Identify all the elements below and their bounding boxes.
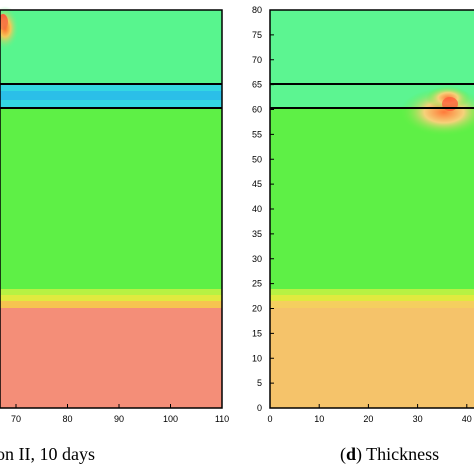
right-y-tick-label: 5 — [257, 378, 262, 388]
left-x-tick-label: 100 — [163, 414, 178, 424]
left-x-axis: 70 80 90 100 110 — [11, 404, 229, 424]
right-y-tick-label: 80 — [252, 5, 262, 15]
right-x-tick-label: 20 — [363, 414, 373, 424]
right-layer-lower — [270, 308, 474, 408]
right-layer-upper — [270, 10, 474, 84]
right-caption-text: ) Thickness — [356, 444, 439, 465]
left-x-tick-label: 80 — [62, 414, 72, 424]
left-transition-3 — [0, 301, 222, 308]
right-x-tick-label: 40 — [462, 414, 472, 424]
right-y-tick-label: 30 — [252, 254, 262, 264]
right-x-tick-label: 10 — [314, 414, 324, 424]
right-y-tick-label: 50 — [252, 154, 262, 164]
right-layer-middle — [270, 108, 474, 289]
right-x-tick-label: 30 — [413, 414, 423, 424]
right-y-tick-label: 75 — [252, 30, 262, 40]
right-y-tick-label: 10 — [252, 353, 262, 363]
right-transition-1 — [270, 289, 474, 295]
right-y-tick-label: 15 — [252, 328, 262, 338]
left-x-tick-label: 90 — [114, 414, 124, 424]
right-y-tick-label: 55 — [252, 129, 262, 139]
right-transition-3 — [270, 301, 474, 308]
right-y-tick-label: 60 — [252, 105, 262, 115]
left-frame — [0, 9, 223, 409]
left-layer-lower — [0, 308, 222, 408]
left-plot: 70 80 90 100 110 — [0, 6, 229, 424]
right-x-axis: 0 10 20 30 40 — [267, 404, 472, 424]
right-y-tick-label: 35 — [252, 229, 262, 239]
left-layer-upper — [0, 10, 222, 84]
right-y-tick-label: 25 — [252, 279, 262, 289]
left-hotspot-core — [0, 14, 8, 30]
left-layer-thin-core — [0, 91, 222, 100]
right-y-axis: 0 5 10 15 20 25 30 35 40 45 50 55 60 65 70 75 80 — [252, 5, 274, 413]
right-x-tick-label: 0 — [267, 414, 272, 424]
left-transition-2 — [0, 295, 222, 301]
right-transition-2 — [270, 295, 474, 301]
left-x-tick-label: 110 — [215, 414, 229, 424]
left-layer-middle — [0, 108, 222, 289]
left-x-tick-label: 70 — [11, 414, 21, 424]
right-y-tick-label: 40 — [252, 204, 262, 214]
right-y-tick-label: 20 — [252, 304, 262, 314]
right-caption: (d) Thickness — [340, 444, 439, 465]
right-y-tick-label: 45 — [252, 179, 262, 189]
right-plot: 0 5 10 15 20 25 30 35 40 45 50 55 60 65 70 75 80 0 10 20 30… — [252, 5, 474, 424]
right-caption-letter: d — [346, 444, 356, 464]
right-y-tick-label: 0 — [257, 403, 262, 413]
right-y-tick-label: 70 — [252, 55, 262, 65]
right-y-tick-label: 65 — [252, 80, 262, 90]
left-caption: on II, 10 days — [0, 444, 95, 464]
left-transition-1 — [0, 289, 222, 295]
